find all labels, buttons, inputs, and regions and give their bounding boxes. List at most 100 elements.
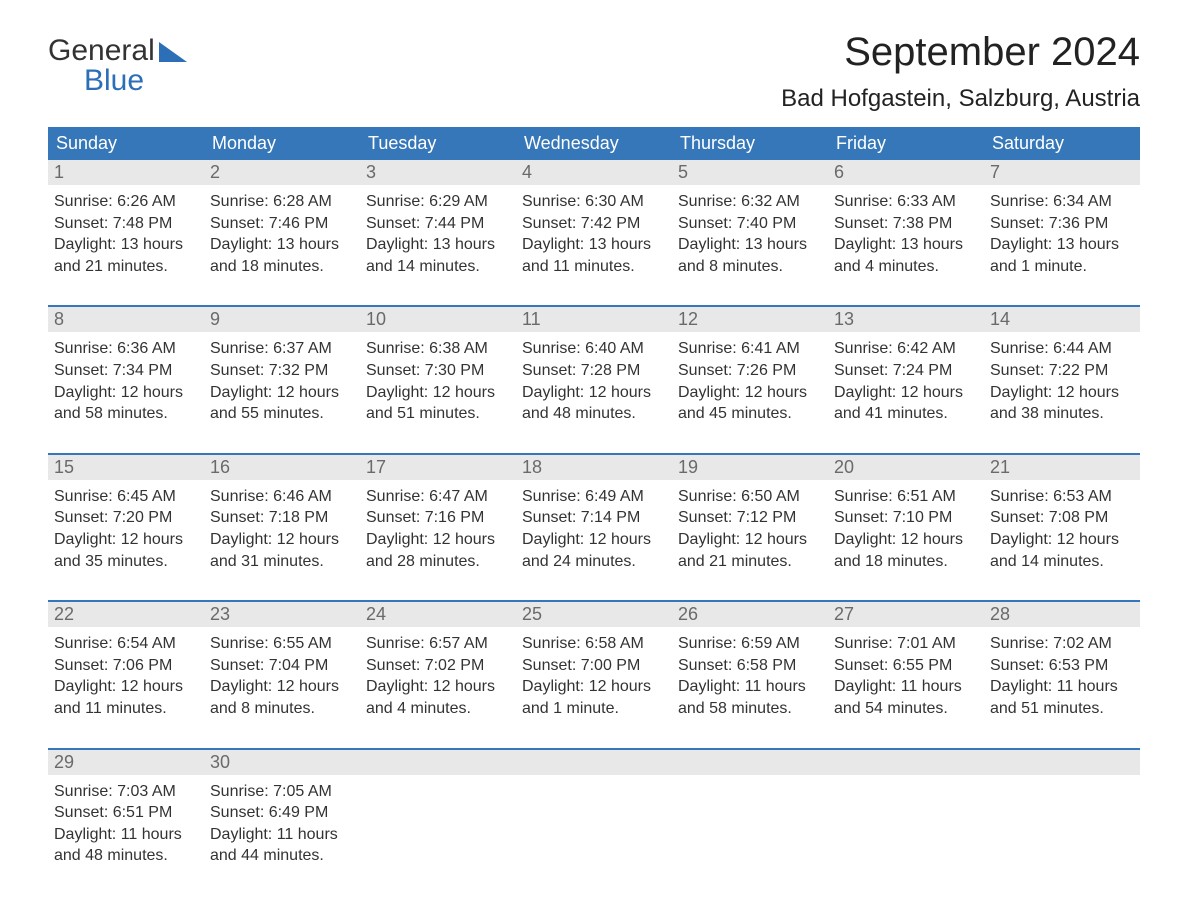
sunset-text: Sunset: 7:48 PM: [54, 213, 198, 235]
day-details: Sunrise: 6:45 AMSunset: 7:20 PMDaylight:…: [48, 480, 204, 576]
daylight-text-2: and 38 minutes.: [990, 403, 1134, 425]
day-number: 15: [48, 455, 204, 480]
day-number: [984, 750, 1140, 775]
day-number: 11: [516, 307, 672, 332]
header: General Blue September 2024 Bad Hofgaste…: [48, 30, 1140, 113]
daylight-text-2: and 44 minutes.: [210, 845, 354, 867]
daylight-text-1: Daylight: 12 hours: [834, 529, 978, 551]
day-number: 6: [828, 160, 984, 185]
daylight-text-1: Daylight: 12 hours: [210, 382, 354, 404]
day-header: Wednesday: [516, 127, 672, 160]
sunrise-text: Sunrise: 6:42 AM: [834, 338, 978, 360]
day-number: 20: [828, 455, 984, 480]
daylight-text-1: Daylight: 13 hours: [834, 234, 978, 256]
details-row: Sunrise: 6:54 AMSunset: 7:06 PMDaylight:…: [48, 627, 1140, 723]
brand-name-1: General: [48, 36, 155, 66]
day-number: [360, 750, 516, 775]
sunset-text: Sunset: 7:42 PM: [522, 213, 666, 235]
sunrise-text: Sunrise: 7:05 AM: [210, 781, 354, 803]
sunset-text: Sunset: 7:46 PM: [210, 213, 354, 235]
day-number: 13: [828, 307, 984, 332]
sunrise-text: Sunrise: 6:29 AM: [366, 191, 510, 213]
sunset-text: Sunset: 7:12 PM: [678, 507, 822, 529]
day-details: Sunrise: 6:41 AMSunset: 7:26 PMDaylight:…: [672, 332, 828, 428]
daylight-text-1: Daylight: 13 hours: [990, 234, 1134, 256]
sunrise-text: Sunrise: 6:57 AM: [366, 633, 510, 655]
daylight-text-2: and 21 minutes.: [54, 256, 198, 278]
daylight-text-2: and 21 minutes.: [678, 551, 822, 573]
daylight-text-2: and 4 minutes.: [366, 698, 510, 720]
day-header: Sunday: [48, 127, 204, 160]
day-number-row: 891011121314: [48, 307, 1140, 332]
daylight-text-2: and 8 minutes.: [678, 256, 822, 278]
day-number: 8: [48, 307, 204, 332]
day-number-row: 2930: [48, 750, 1140, 775]
day-number-row: 22232425262728: [48, 602, 1140, 627]
day-header: Monday: [204, 127, 360, 160]
day-details: Sunrise: 6:33 AMSunset: 7:38 PMDaylight:…: [828, 185, 984, 281]
daylight-text-1: Daylight: 12 hours: [678, 529, 822, 551]
sunrise-text: Sunrise: 7:01 AM: [834, 633, 978, 655]
day-header: Thursday: [672, 127, 828, 160]
daylight-text-1: Daylight: 12 hours: [522, 529, 666, 551]
daylight-text-1: Daylight: 12 hours: [210, 529, 354, 551]
sunset-text: Sunset: 7:28 PM: [522, 360, 666, 382]
daylight-text-1: Daylight: 13 hours: [678, 234, 822, 256]
daylight-text-1: Daylight: 12 hours: [990, 382, 1134, 404]
daylight-text-1: Daylight: 12 hours: [54, 382, 198, 404]
daylight-text-1: Daylight: 12 hours: [522, 676, 666, 698]
day-header: Tuesday: [360, 127, 516, 160]
sunset-text: Sunset: 7:40 PM: [678, 213, 822, 235]
daylight-text-1: Daylight: 12 hours: [990, 529, 1134, 551]
daylight-text-1: Daylight: 12 hours: [54, 529, 198, 551]
day-details: Sunrise: 6:53 AMSunset: 7:08 PMDaylight:…: [984, 480, 1140, 576]
daylight-text-1: Daylight: 13 hours: [522, 234, 666, 256]
sunset-text: Sunset: 6:55 PM: [834, 655, 978, 677]
daylight-text-2: and 45 minutes.: [678, 403, 822, 425]
day-details: Sunrise: 6:37 AMSunset: 7:32 PMDaylight:…: [204, 332, 360, 428]
sunrise-text: Sunrise: 6:53 AM: [990, 486, 1134, 508]
day-details: Sunrise: 6:32 AMSunset: 7:40 PMDaylight:…: [672, 185, 828, 281]
brand-logo: General Blue: [48, 36, 187, 96]
sunrise-text: Sunrise: 6:45 AM: [54, 486, 198, 508]
calendar: Sunday Monday Tuesday Wednesday Thursday…: [48, 127, 1140, 871]
day-details: Sunrise: 6:58 AMSunset: 7:00 PMDaylight:…: [516, 627, 672, 723]
daylight-text-1: Daylight: 12 hours: [834, 382, 978, 404]
sunrise-text: Sunrise: 6:54 AM: [54, 633, 198, 655]
sunrise-text: Sunrise: 6:32 AM: [678, 191, 822, 213]
sunrise-text: Sunrise: 7:02 AM: [990, 633, 1134, 655]
day-number: 23: [204, 602, 360, 627]
sunset-text: Sunset: 7:38 PM: [834, 213, 978, 235]
sunrise-text: Sunrise: 6:26 AM: [54, 191, 198, 213]
week-block: 1234567Sunrise: 6:26 AMSunset: 7:48 PMDa…: [48, 160, 1140, 281]
sunset-text: Sunset: 7:24 PM: [834, 360, 978, 382]
day-number: 29: [48, 750, 204, 775]
daylight-text-1: Daylight: 13 hours: [54, 234, 198, 256]
sunrise-text: Sunrise: 6:55 AM: [210, 633, 354, 655]
daylight-text-2: and 54 minutes.: [834, 698, 978, 720]
sunrise-text: Sunrise: 6:59 AM: [678, 633, 822, 655]
day-number: 14: [984, 307, 1140, 332]
day-number: [672, 750, 828, 775]
day-details: [360, 775, 516, 871]
day-details: Sunrise: 7:03 AMSunset: 6:51 PMDaylight:…: [48, 775, 204, 871]
sunset-text: Sunset: 7:00 PM: [522, 655, 666, 677]
day-number: 12: [672, 307, 828, 332]
day-details: Sunrise: 7:05 AMSunset: 6:49 PMDaylight:…: [204, 775, 360, 871]
day-details: Sunrise: 6:51 AMSunset: 7:10 PMDaylight:…: [828, 480, 984, 576]
weeks-container: 1234567Sunrise: 6:26 AMSunset: 7:48 PMDa…: [48, 160, 1140, 871]
sunrise-text: Sunrise: 6:44 AM: [990, 338, 1134, 360]
daylight-text-2: and 58 minutes.: [54, 403, 198, 425]
day-details: Sunrise: 6:50 AMSunset: 7:12 PMDaylight:…: [672, 480, 828, 576]
daylight-text-2: and 1 minute.: [522, 698, 666, 720]
day-details: Sunrise: 6:55 AMSunset: 7:04 PMDaylight:…: [204, 627, 360, 723]
daylight-text-2: and 11 minutes.: [54, 698, 198, 720]
daylight-text-1: Daylight: 11 hours: [54, 824, 198, 846]
daylight-text-1: Daylight: 13 hours: [366, 234, 510, 256]
sunset-text: Sunset: 7:02 PM: [366, 655, 510, 677]
brand-name-2: Blue: [84, 66, 144, 96]
sunrise-text: Sunrise: 7:03 AM: [54, 781, 198, 803]
daylight-text-1: Daylight: 11 hours: [990, 676, 1134, 698]
day-details: Sunrise: 7:01 AMSunset: 6:55 PMDaylight:…: [828, 627, 984, 723]
day-details: Sunrise: 6:34 AMSunset: 7:36 PMDaylight:…: [984, 185, 1140, 281]
